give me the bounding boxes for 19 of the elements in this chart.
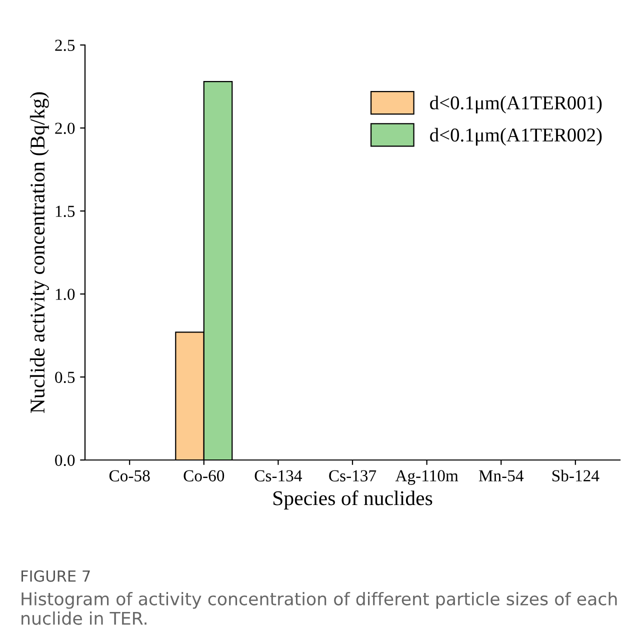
legend-label: d<0.1μm(A1TER002) — [430, 128, 602, 146]
y-tick-label: 2.5 — [55, 40, 75, 52]
y-tick-label: 1.5 — [56, 206, 75, 218]
x-tick-label: Co-58 — [109, 470, 150, 482]
x-tick-label: Cs-137 — [329, 470, 376, 482]
y-tick-label: 0.0 — [55, 454, 75, 466]
y-tick-label: 2.0 — [55, 122, 75, 134]
caption: FIGURE 7 — [22, 570, 90, 582]
legend-label: d<0.1μm(A1TER001) — [430, 96, 602, 114]
y-axis-title: Nuclide activity concentration (Bq/kg) — [30, 92, 49, 414]
x-tick-label: Sb-124 — [552, 470, 600, 482]
x-tick-label: Cs-134 — [254, 470, 302, 482]
y-tick-label: 1.0 — [56, 288, 75, 300]
x-tick-label: Co-60 — [184, 470, 224, 482]
x-axis-title: Species of nuclides — [273, 490, 432, 510]
y-tick-label: 0.5 — [55, 372, 75, 384]
x-tick-label: Ag-110m — [395, 470, 458, 485]
x-tick-label: Mn-54 — [478, 470, 524, 482]
text: Histogram of activity concentration of different particle sizes of each nuclide in TER. — [22, 592, 617, 625]
